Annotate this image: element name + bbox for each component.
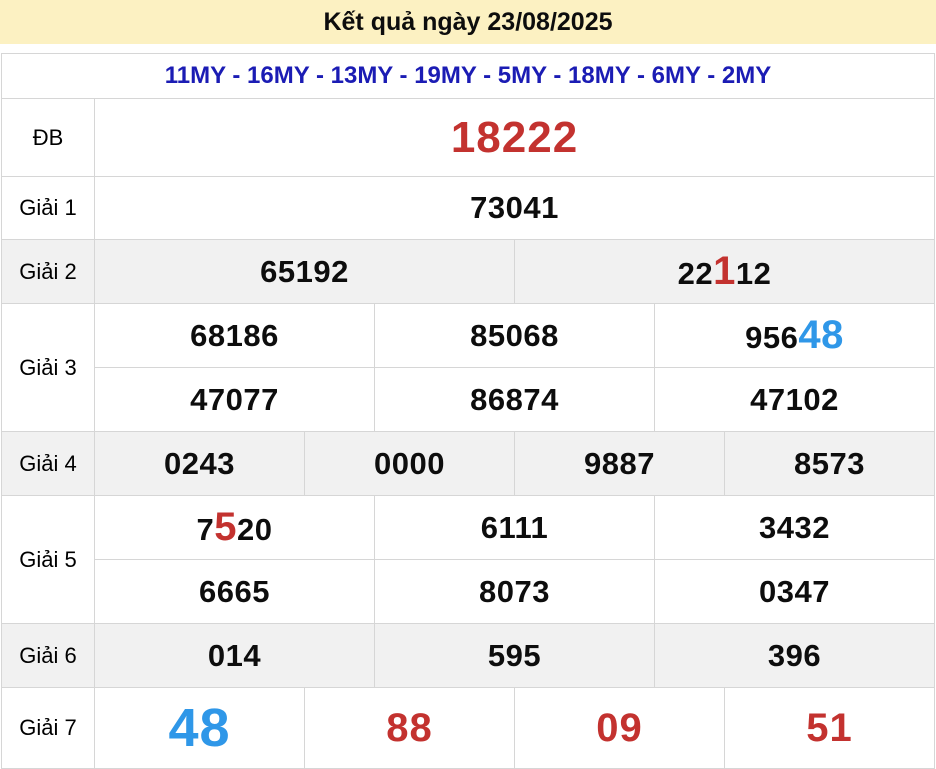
prize-4-value-3: 9887 [514,431,725,496]
prize-6-value-1: 014 [94,623,375,688]
prize-5-value-6: 0347 [654,559,935,624]
results-table: 11MY - 16MY - 13MY - 19MY - 5MY - 18MY -… [1,53,935,769]
prize-7-value-1-highlight-blue: 48 [94,687,305,769]
station-row: 11MY - 16MY - 13MY - 19MY - 5MY - 18MY -… [1,53,935,99]
number-part: 956 [745,320,799,355]
prize-3-value-4: 47077 [94,367,375,432]
prize-2-value-2: 22112 [514,239,935,304]
highlighted-digit-red: 1 [713,249,736,293]
prize-7-value-2: 88 [304,687,515,769]
highlighted-digit-red: 5 [214,505,237,549]
number-part: 12 [735,256,772,291]
prize-5-row-2: 6665 8073 0347 [2,559,935,624]
number-part: 20 [237,512,273,547]
prize-4-value-1: 0243 [94,431,305,496]
prize-1-value: 73041 [94,176,935,240]
number-part: 22 [677,256,714,291]
page-title-text: Kết quả ngày 23/08/2025 [323,7,613,36]
prize-4-value-2: 0000 [304,431,515,496]
prize-3-value-3: 95648 [654,303,935,368]
number-part: 7 [196,512,215,547]
prize-3-value-1: 68186 [94,303,375,368]
prize-2-label: Giải 2 [1,239,95,304]
prize-6-value-3: 396 [654,623,935,688]
prize-5-value-5: 8073 [374,559,655,624]
prize-db-row: ĐB 18222 [1,98,935,177]
spacer [0,44,936,53]
prize-7-label: Giải 7 [1,687,95,769]
prize-5-value-3: 3432 [654,495,935,560]
prize-1-row: Giải 1 73041 [1,176,935,240]
prize-6-row: Giải 6 014 595 396 [1,623,935,688]
prize-3-label: Giải 3 [1,303,95,432]
prize-4-value-4: 8573 [724,431,935,496]
prize-2-row: Giải 2 65192 22112 [1,239,935,304]
prize-5-value-4: 6665 [94,559,375,624]
prize-7-value-3: 09 [514,687,725,769]
prize-6-value-2: 595 [374,623,655,688]
prize-3-value-5: 86874 [374,367,655,432]
prize-4-row: Giải 4 0243 0000 9887 8573 [1,431,935,496]
prize-1-label: Giải 1 [1,176,95,240]
prize-6-label: Giải 6 [1,623,95,688]
page-title: Kết quả ngày 23/08/2025 [0,0,936,44]
prize-7-row: Giải 7 48 88 09 51 [1,687,935,769]
prize-5-value-1: 7520 [94,495,375,560]
station-list: 11MY - 16MY - 13MY - 19MY - 5MY - 18MY -… [1,53,935,99]
prize-3-value-2: 85068 [374,303,655,368]
prize-5-label: Giải 5 [1,495,95,624]
prize-3-row-1: Giải 3 68186 85068 95648 [1,303,935,432]
prize-4-label: Giải 4 [1,431,95,496]
highlighted-digits-blue: 48 [798,313,844,357]
prize-5-row-1: Giải 5 7520 6111 3432 [1,495,935,624]
prize-3-value-6: 47102 [654,367,935,432]
prize-7-value-4: 51 [724,687,935,769]
prize-5-value-2: 6111 [374,495,655,560]
prize-db-label: ĐB [1,98,95,177]
prize-db-value: 18222 [94,98,935,177]
prize-3-row-2: 47077 86874 47102 [2,367,935,432]
prize-2-value-1: 65192 [94,239,515,304]
